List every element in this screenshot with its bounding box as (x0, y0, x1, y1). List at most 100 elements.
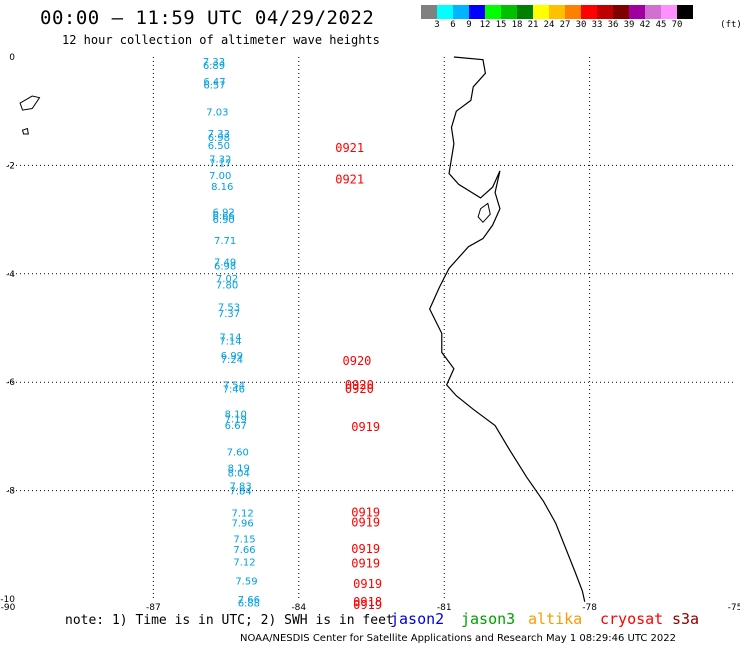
legend-swatch (661, 5, 677, 19)
wave-height-label: 7.37 (218, 309, 240, 320)
wave-height-label: 6.67 (225, 421, 247, 432)
legend-label: 3 (434, 20, 440, 30)
legend-swatch (437, 5, 453, 19)
pass-time-label: 0920 (345, 378, 374, 392)
wave-height-label: 6.92 (213, 207, 235, 218)
satellite-altika: altika (528, 610, 583, 628)
wave-height-label: 7.59 (235, 576, 257, 587)
x-tick-label: -75 (728, 603, 740, 613)
wave-height-label: 7.66 (238, 595, 260, 606)
legend-swatch (645, 5, 661, 19)
wave-height-label: 7.19 (225, 414, 247, 425)
wave-height-label: 6.88 (238, 599, 260, 610)
pass-time-label: 0919 (351, 557, 380, 571)
wave-height-label: 7.53 (218, 303, 240, 314)
wave-height-label: 7.03 (206, 108, 228, 119)
galapagos-island (21, 127, 29, 135)
legend-label: 6 (450, 20, 456, 30)
legend-swatch (549, 5, 565, 19)
wave-height-label: 7.02 (216, 274, 238, 285)
y-tick-label: -10 (0, 595, 15, 605)
coastline (428, 56, 586, 602)
wave-height-label: 6.66 (213, 211, 235, 222)
legend-labels: (ft) 3 6 9 12 15 18 21 24 27 30 33 36 39 42 45 70 (421, 19, 740, 33)
satellite-jason3: jason3 (461, 610, 516, 628)
legend-label: 70 (671, 20, 683, 30)
x-tick-label: -87 (146, 603, 161, 613)
x-tick-label: -81 (437, 603, 452, 613)
pass-time-label: 0921 (335, 141, 364, 155)
wave-height-label: 8.10 (225, 409, 247, 420)
legend-swatch (565, 5, 581, 19)
wave-height-label: 8.04 (228, 469, 250, 480)
pass-time-label: 0919 (351, 420, 380, 434)
wave-height-label: 7.83 (230, 482, 252, 493)
legend-unit: (ft) (720, 20, 740, 30)
legend-swatch (613, 5, 629, 19)
pass-time-label: 0921 (335, 172, 364, 186)
legend-label: 21 (527, 20, 539, 30)
wave-height-label: 7.33 (203, 57, 225, 68)
legend-swatch (421, 5, 437, 19)
footer-credit: NOAA/NESDIS Center for Satellite Applica… (240, 633, 676, 644)
satellite-cryosat: cryosat (600, 610, 664, 628)
pass-time-label: 0919 (351, 506, 380, 520)
legend-label: 27 (559, 20, 571, 30)
legend-label: 45 (655, 20, 667, 30)
wave-height-label: 7.60 (227, 447, 249, 458)
wave-height-label: 7.32 (209, 155, 231, 166)
pass-time-label: 0920 (343, 354, 372, 368)
legend-label: 42 (639, 20, 651, 30)
wave-height-label: 7.14 (219, 336, 241, 347)
y-tick-label: -2 (6, 161, 15, 171)
legend-swatch (453, 5, 469, 19)
wave-height-label: 7.15 (233, 535, 255, 546)
legend-swatch (629, 5, 645, 19)
wave-height-label: 7.33 (208, 129, 230, 140)
legend-swatch (597, 5, 613, 19)
wave-height-label: 7.84 (230, 486, 252, 497)
wave-height-label: 7.96 (231, 518, 253, 529)
y-tick-label: -4 (6, 270, 15, 280)
x-tick-label: -78 (582, 603, 597, 613)
legend-label: 18 (511, 20, 523, 30)
pass-time-label: 0919 (353, 577, 382, 591)
satellite-jason2: jason2 (390, 610, 445, 628)
wave-height-label: 7.24 (221, 355, 243, 366)
wave-height-label: 6.47 (203, 77, 225, 88)
color-legend: (ft) 3 6 9 12 15 18 21 24 27 30 33 36 39 42 45 70 (421, 5, 740, 33)
wave-height-label: 7.66 (233, 545, 255, 556)
wave-height-label: 7.00 (209, 171, 231, 182)
x-tick-label: -90 (1, 603, 16, 613)
legend-swatch (517, 5, 533, 19)
satellite-s3a: s3a (672, 610, 700, 628)
legend-swatch (581, 5, 597, 19)
wave-height-label: 8.16 (211, 182, 233, 193)
wave-height-label: 7.12 (233, 557, 255, 568)
legend-swatch (533, 5, 549, 19)
wave-height-label: 7.80 (216, 280, 238, 291)
wave-height-label: 6.90 (213, 215, 235, 226)
wave-height-label: 7.46 (223, 384, 245, 395)
legend-swatch (677, 5, 693, 19)
galapagos-island (19, 95, 41, 111)
puna-island (477, 202, 491, 224)
legend-swatches (421, 5, 740, 19)
legend-swatch (469, 5, 485, 19)
wave-height-label: 6.57 (203, 80, 225, 91)
y-tick-label: -8 (6, 487, 15, 497)
pass-time-label: 0918 (353, 595, 382, 609)
wave-height-label: 6.99 (221, 351, 243, 362)
legend-swatch (485, 5, 501, 19)
footer-note: note: 1) Time is in UTC; 2) SWH is in fe… (65, 613, 394, 628)
wave-height-label: 8.19 (228, 464, 250, 475)
y-tick-label: -6 (6, 378, 15, 388)
wave-height-label: 7.17 (209, 158, 231, 169)
wave-height-label: 6.89 (203, 61, 225, 72)
pass-time-label: 0919 (353, 598, 382, 612)
legend-label: 24 (543, 20, 555, 30)
pass-time-label: 0919 (351, 542, 380, 556)
page-title: 00:00 – 11:59 UTC 04/29/2022 (40, 7, 375, 29)
wave-height-label: 7.49 (214, 258, 236, 269)
